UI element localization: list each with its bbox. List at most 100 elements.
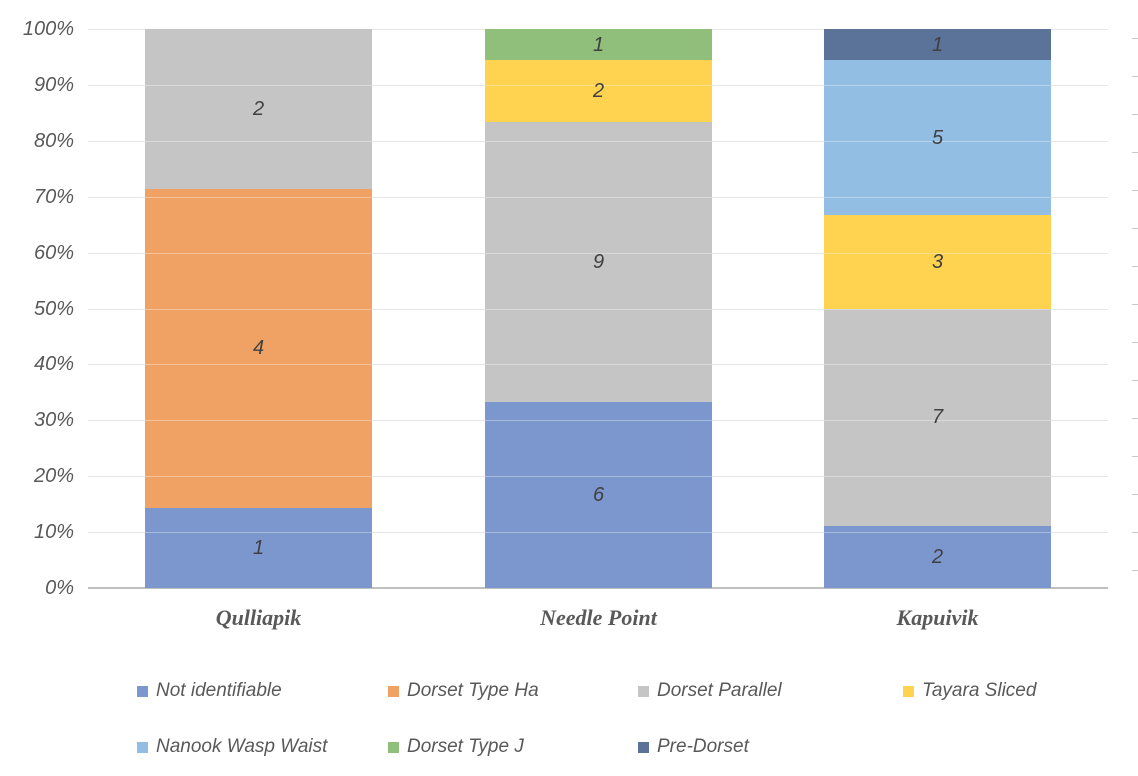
right-minor-tick <box>1132 190 1138 191</box>
bar-segment-dorset-parallel <box>485 122 712 402</box>
x-axis-line <box>88 587 1108 589</box>
right-minor-tick <box>1132 304 1138 305</box>
right-minor-tick <box>1132 38 1138 39</box>
right-minor-tick <box>1132 266 1138 267</box>
right-minor-tick <box>1132 532 1138 533</box>
gridline-overlay <box>485 252 712 254</box>
y-axis-tick-label: 70% <box>33 185 74 208</box>
legend-item-tayara-sliced: Tayara Sliced <box>903 680 1036 702</box>
gridline-overlay <box>824 252 1051 254</box>
bar-segment-dorset-type-ha <box>145 188 372 509</box>
gridline-overlay <box>145 364 372 366</box>
gridline-overlay <box>145 140 372 142</box>
category-label-kapuivik: Kapuivik <box>896 605 979 630</box>
right-minor-tick <box>1132 380 1138 381</box>
gridline-overlay <box>485 84 712 86</box>
gridline-overlay <box>824 308 1051 310</box>
bar-needle-point <box>485 29 712 588</box>
data-label: 2 <box>931 545 944 568</box>
gridline-overlay <box>485 308 712 310</box>
gridline-overlay <box>824 84 1051 86</box>
bar-segment-not-identifiable <box>824 525 1051 588</box>
legend-label: Tayara Sliced <box>922 680 1037 701</box>
gridline-overlay <box>485 196 712 198</box>
gridline-overlay <box>485 140 712 142</box>
bar-segment-pre-dorset <box>824 29 1051 61</box>
y-axis-tick-label: 40% <box>33 353 74 376</box>
gridline-overlay <box>145 308 372 310</box>
category-label-needle-point: Needle Point <box>540 605 657 630</box>
legend-item-dorset-type-j: Dorset Type J <box>388 736 524 758</box>
right-minor-tick <box>1132 494 1138 495</box>
right-minor-tick <box>1132 76 1138 77</box>
category-label-qulliapik: Qulliapik <box>215 605 302 630</box>
data-label: 1 <box>592 33 605 56</box>
gridline-overlay <box>824 140 1051 142</box>
data-label: 9 <box>592 250 605 273</box>
legend-item-dorset-parallel: Dorset Parallel <box>638 680 782 702</box>
gridline-overlay <box>145 476 372 478</box>
right-minor-tick <box>1132 114 1138 115</box>
y-axis-tick-label: 50% <box>33 297 74 320</box>
right-minor-tick <box>1132 570 1138 571</box>
bar-segment-not-identifiable <box>485 401 712 588</box>
gridline-overlay <box>824 476 1051 478</box>
right-minor-tick <box>1132 456 1138 457</box>
gridline-overlay <box>485 420 712 422</box>
legend-swatch-tayara-sliced <box>903 685 914 697</box>
legend-item-pre-dorset: Pre-Dorset <box>638 736 749 758</box>
y-axis-tick-label: 100% <box>22 18 74 40</box>
legend-swatch-nanook-wasp-waist <box>137 741 148 753</box>
right-minor-tick <box>1132 418 1138 419</box>
legend-label: Not identifiable <box>156 680 282 701</box>
legend-label: Dorset Type J <box>407 736 524 757</box>
gridline-overlay <box>145 84 372 86</box>
gridline-overlay <box>145 420 372 422</box>
y-axis-tick-label: 10% <box>33 521 74 544</box>
legend-item-not-identifiable: Not identifiable <box>137 680 282 702</box>
gridline-overlay <box>485 476 712 478</box>
bar-kapuivik <box>824 29 1051 588</box>
data-label: 2 <box>252 97 265 120</box>
right-minor-tick <box>1132 152 1138 153</box>
bar-segment-not-identifiable <box>145 508 372 588</box>
legend-swatch-pre-dorset <box>638 741 649 753</box>
bar-qulliapik <box>145 29 372 588</box>
gridline-overlay <box>145 532 372 534</box>
y-axis-tick-label: 90% <box>33 73 74 96</box>
bar-segment-tayara-sliced <box>824 215 1051 309</box>
legend-item-dorset-type-ha: Dorset Type Ha <box>388 680 539 702</box>
data-label: 6 <box>592 483 605 506</box>
data-label: 1 <box>931 33 944 56</box>
gridline-overlay <box>145 252 372 254</box>
y-axis-tick-label: 30% <box>33 409 74 432</box>
legend-label: Dorset Parallel <box>657 680 782 701</box>
data-label: 5 <box>931 126 944 149</box>
legend-item-nanook-wasp-waist: Nanook Wasp Waist <box>137 736 327 758</box>
legend-swatch-not-identifiable <box>137 685 148 697</box>
legend-label: Dorset Type Ha <box>407 680 539 701</box>
data-label: 4 <box>252 337 265 360</box>
data-label: 2 <box>592 80 605 103</box>
legend-label: Nanook Wasp Waist <box>156 736 328 757</box>
gridline-overlay <box>824 532 1051 534</box>
gridline-overlay <box>824 364 1051 366</box>
bar-segment-tayara-sliced <box>485 60 712 123</box>
bar-segment-dorset-type-j <box>485 29 712 61</box>
bar-segment-dorset-parallel <box>824 308 1051 526</box>
y-axis-tick-label: 20% <box>33 465 74 488</box>
legend-swatch-dorset-parallel <box>638 685 649 697</box>
data-label: 1 <box>252 537 265 560</box>
y-axis-tick-label: 80% <box>33 129 74 152</box>
legend-swatch-dorset-type-ha <box>388 685 399 697</box>
gridline-overlay <box>485 532 712 534</box>
legend-label: Pre-Dorset <box>657 736 749 757</box>
gridline-overlay <box>824 196 1051 198</box>
legend-swatch-dorset-type-j <box>388 741 399 753</box>
y-axis-tick-label: 0% <box>45 577 74 599</box>
bar-segment-nanook-wasp-waist <box>824 60 1051 216</box>
y-axis-tick-label: 60% <box>33 241 74 264</box>
data-label: 7 <box>931 406 944 429</box>
gridline-overlay <box>824 420 1051 422</box>
